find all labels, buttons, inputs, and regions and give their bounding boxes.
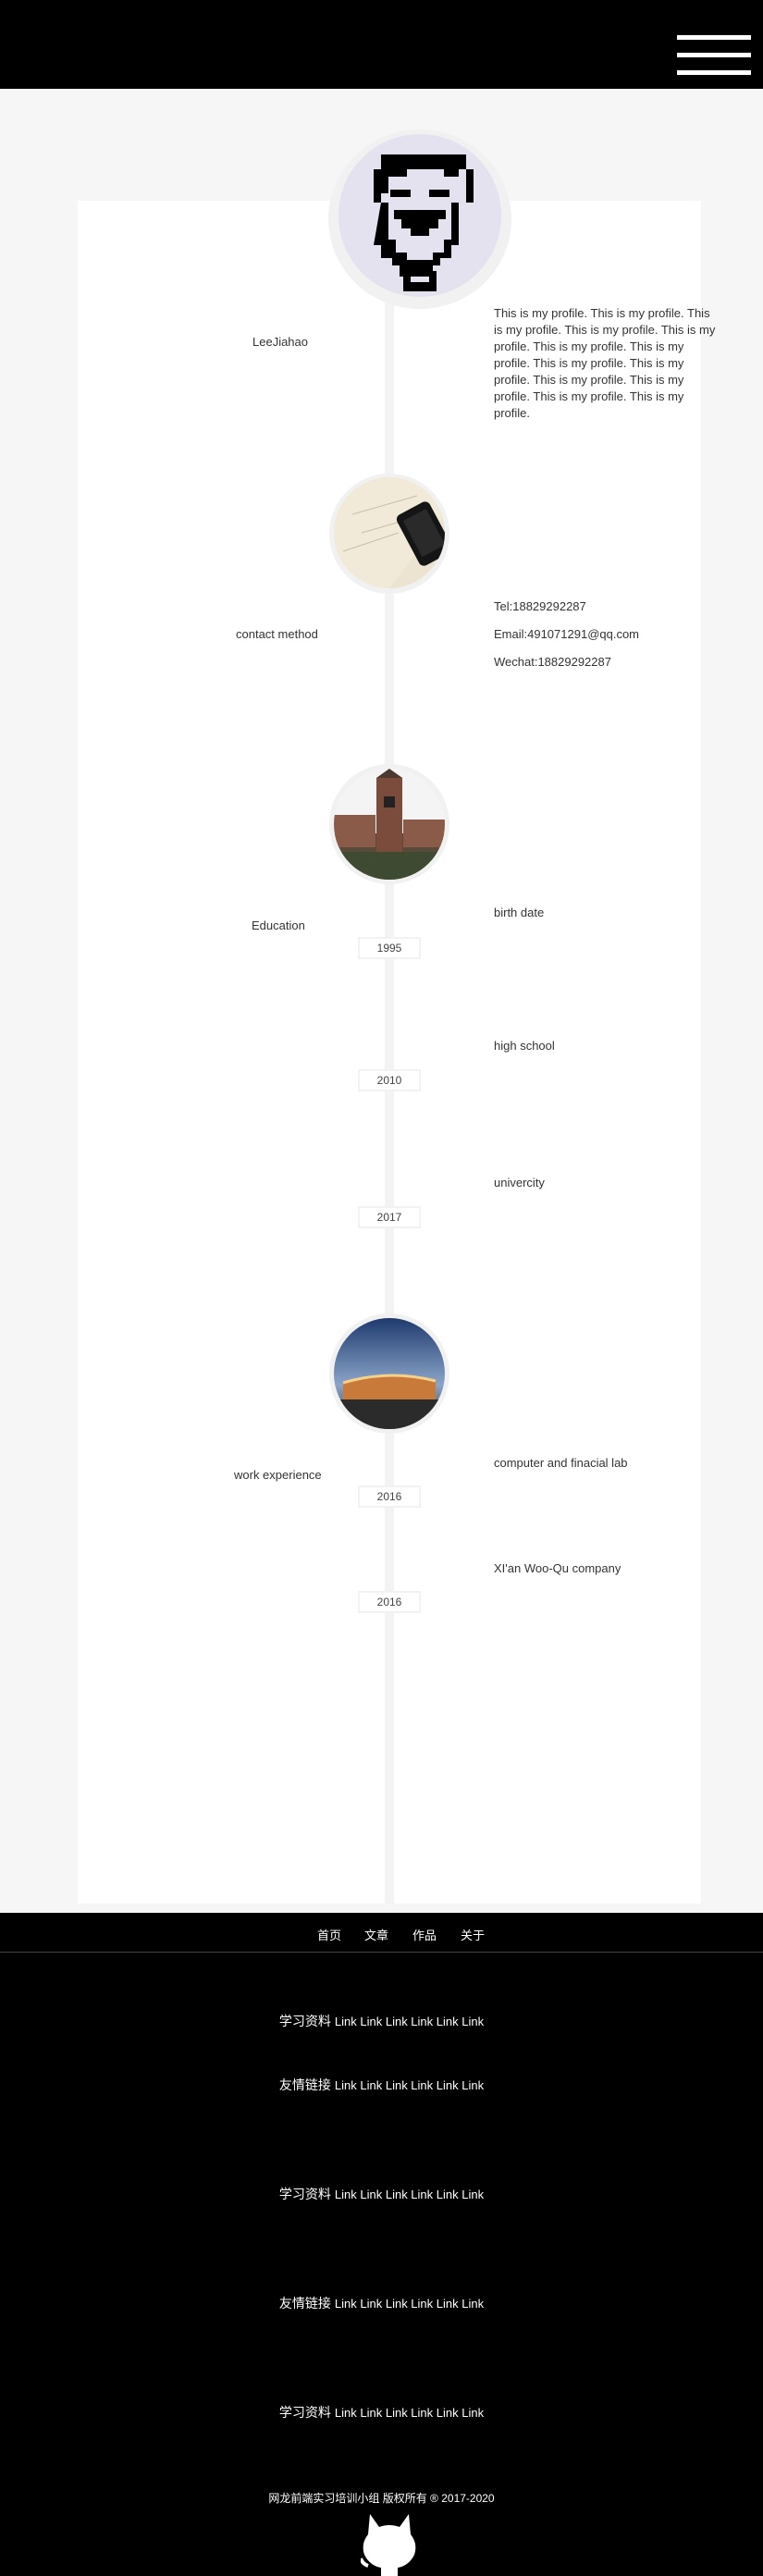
footer-nav-about[interactable]: 关于 — [461, 1929, 486, 1942]
footer-link-row: 友情链接 Link Link Link Link Link Link — [0, 2294, 763, 2312]
desk-phone-image — [334, 477, 445, 588]
work-year-badge: 2016 — [358, 1591, 421, 1613]
contact-email: Email:491071291@qq.com — [494, 627, 640, 641]
footer-row-title: 友情链接 — [278, 2296, 331, 2311]
footer-nav-works[interactable]: 作品 — [412, 1929, 437, 1942]
education-year-badge: 1995 — [358, 937, 421, 959]
footer — [0, 1953, 763, 2576]
footer-nav: 首页 文章 作品 关于 — [0, 1913, 763, 1953]
work-item-label: XI'an Woo-Qu company — [494, 1561, 621, 1575]
education-year-badge: 2010 — [358, 1069, 421, 1091]
footer-links[interactable]: Link Link Link Link Link Link — [334, 2078, 485, 2092]
footer-nav-articles[interactable]: 文章 — [364, 1929, 389, 1942]
education-item-label: birth date — [494, 906, 545, 919]
contact-wechat: Wechat:18829292287 — [494, 655, 611, 669]
footer-link-row: 学习资料 Link Link Link Link Link Link — [0, 2403, 763, 2422]
timeline-line — [385, 201, 394, 1904]
footer-link-row: 友情链接 Link Link Link Link Link Link — [0, 2076, 763, 2094]
footer-row-title: 学习资料 — [278, 2405, 331, 2420]
copyright-text: 网龙前端实习培训小组 版权所有 ® 2017-2020 — [268, 2492, 495, 2505]
education-year-badge: 2017 — [358, 1206, 421, 1228]
contact-title: contact method — [236, 627, 318, 641]
work-year-badge: 2016 — [358, 1485, 421, 1508]
night-building-image — [334, 1318, 445, 1429]
footer-row-title: 学习资料 — [278, 2187, 331, 2201]
footer-row-title: 友情链接 — [278, 2077, 331, 2092]
footer-row-title: 学习资料 — [278, 2014, 331, 2028]
footer-nav-home[interactable]: 首页 — [317, 1929, 342, 1942]
education-title: Education — [252, 918, 305, 932]
footer-links[interactable]: Link Link Link Link Link Link — [334, 2297, 485, 2311]
school-building-image — [334, 769, 445, 880]
education-item-label: univercity — [494, 1176, 545, 1189]
footer-links[interactable]: Link Link Link Link Link Link — [334, 2406, 485, 2420]
contact-tel: Tel:18829292287 — [494, 599, 586, 613]
pixel-avatar-icon — [338, 134, 501, 297]
hamburger-menu-icon[interactable] — [677, 35, 751, 75]
github-octocat-icon[interactable] — [359, 2514, 418, 2576]
footer-link-row: 学习资料 Link Link Link Link Link Link — [0, 2185, 763, 2203]
footer-link-row: 学习资料 Link Link Link Link Link Link — [0, 2012, 763, 2030]
work-item-label: computer and finacial lab — [494, 1456, 628, 1470]
profile-bio: This is my profile. This is my profile. … — [494, 306, 716, 420]
footer-links[interactable]: Link Link Link Link Link Link — [334, 2015, 485, 2028]
profile-name: LeeJiahao — [252, 335, 308, 349]
education-item-label: high school — [494, 1039, 555, 1053]
work-title: work experience — [234, 1468, 322, 1482]
footer-links[interactable]: Link Link Link Link Link Link — [334, 2188, 485, 2201]
top-bar — [0, 0, 763, 89]
